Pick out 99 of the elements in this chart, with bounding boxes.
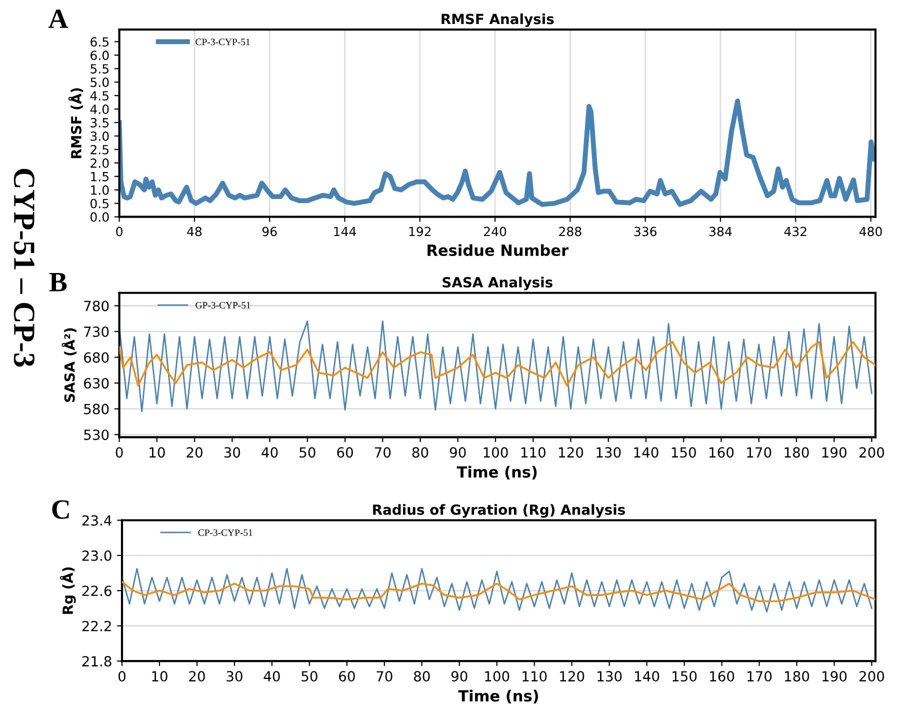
chart-title: Radius of Gyration (Rg) Analysis [373,504,625,518]
x-tick-label: 70 [376,671,392,682]
x-tick-label: 384 [710,226,732,236]
y-tick-label: 3.0 [90,131,109,141]
x-tick-label: 140 [635,671,660,682]
x-tick-label: 96 [262,226,277,236]
text: C [52,500,69,519]
x-tick-label: 240 [484,226,506,236]
y-tick-label: 6.5 [90,37,108,47]
y-axis-title: RMSF (Å) [68,88,84,158]
x-tick-label: 30 [224,447,240,458]
x-axis-title: Time (ns) [458,690,538,704]
x-tick-label: 10 [150,447,165,458]
x-tick-label: 20 [186,447,202,458]
chart-title: SASA Analysis [442,276,552,290]
x-tick-label: 170 [747,447,772,458]
x-tick-label: 170 [748,671,772,682]
x-tick-label: 90 [450,447,466,458]
x-tick-label: 48 [187,226,202,236]
y-tick-label: 1.5 [91,172,108,182]
text: B [49,273,67,292]
y-tick-label: 4.0 [90,104,109,114]
x-tick-label: 110 [522,671,547,682]
line-series [119,340,876,387]
x-tick-label: 40 [264,671,280,682]
x-tick-label: 130 [598,671,622,682]
x-tick-label: 192 [409,226,431,236]
y-tick-label: 6.0 [90,50,109,60]
line-series [122,580,876,602]
y-tick-label: 3.5 [90,118,108,128]
y-tick-label: 680 [84,352,109,363]
x-tick-label: 144 [334,226,356,236]
y-tick-label: 22.2 [82,620,111,632]
x-tick-label: 432 [784,226,806,236]
y-tick-label: 5.0 [90,78,109,88]
x-tick-label: 150 [672,671,697,682]
x-tick-label: 160 [710,671,734,682]
y-axis-title: Rg (Å) [60,567,76,614]
x-tick-label: 40 [262,447,278,458]
x-tick-label: 140 [634,447,658,458]
line-series [122,568,872,612]
x-tick-label: 190 [822,447,846,458]
y-axis-title: SASA (Å²) [62,328,76,402]
x-tick-label: 180 [785,671,810,682]
y-tick-label: 780 [84,300,109,312]
legend-label: CP-3-CYP-51 [198,529,252,536]
line-series [119,98,876,207]
x-tick-label: 90 [451,671,468,682]
y-tick-label: 4.5 [90,91,108,101]
x-tick-label: 288 [559,226,582,236]
y-tick-label: 1.0 [91,185,109,195]
x-tick-label: 480 [859,226,882,236]
x-tick-label: 70 [374,447,391,458]
x-tick-label: 80 [412,447,428,458]
y-tick-label: 23.0 [82,550,112,561]
x-tick-label: 190 [822,671,847,682]
x-tick-label: 30 [226,671,242,682]
x-tick-label: 120 [560,671,584,682]
y-tick-label: 2.5 [90,144,108,154]
x-tick-label: 0 [116,226,122,236]
x-axis-title: Residue Number [428,244,569,256]
text: CYP-51 – CP-3 [14,168,34,367]
x-tick-label: 150 [672,447,696,458]
x-axis-title: Time (ns) [456,466,537,480]
y-tick-label: 5.5 [90,64,108,74]
x-tick-label: 60 [337,447,353,458]
y-tick-label: 0.0 [90,212,109,222]
legend-label: GP-3-CYP-51 [196,302,250,309]
line-series [119,320,872,412]
text: A [48,10,68,28]
y-tick-label: 730 [84,326,109,337]
x-tick-label: 160 [710,447,734,458]
y-tick-label: 22.6 [82,586,112,596]
y-tick-label: 580 [84,404,109,414]
x-tick-label: 336 [634,226,656,236]
y-tick-label: 530 [84,430,109,440]
y-tick-label: 2.0 [90,158,109,168]
x-tick-label: 60 [339,671,355,682]
x-tick-label: 0 [118,671,126,682]
chart-title: RMSF Analysis [442,13,554,28]
x-tick-label: 100 [484,447,508,458]
y-tick-label: 21.8 [82,656,112,667]
x-tick-label: 200 [859,447,884,458]
x-tick-label: 120 [559,447,584,458]
x-tick-label: 110 [521,447,546,458]
x-tick-label: 0 [116,447,123,458]
x-tick-label: 200 [859,671,884,682]
x-tick-label: 20 [189,671,205,682]
legend-label: CP-3-CYP-51 [196,38,250,46]
y-tick-label: 0.5 [90,198,108,208]
y-tick-label: 23.4 [82,515,112,526]
x-tick-label: 180 [784,447,809,458]
x-tick-label: 130 [596,447,621,458]
x-tick-label: 50 [300,447,316,458]
x-tick-label: 10 [152,671,168,682]
x-tick-label: 100 [485,671,510,682]
x-tick-label: 50 [302,671,318,682]
y-tick-label: 630 [84,378,109,389]
x-tick-label: 80 [414,671,430,682]
